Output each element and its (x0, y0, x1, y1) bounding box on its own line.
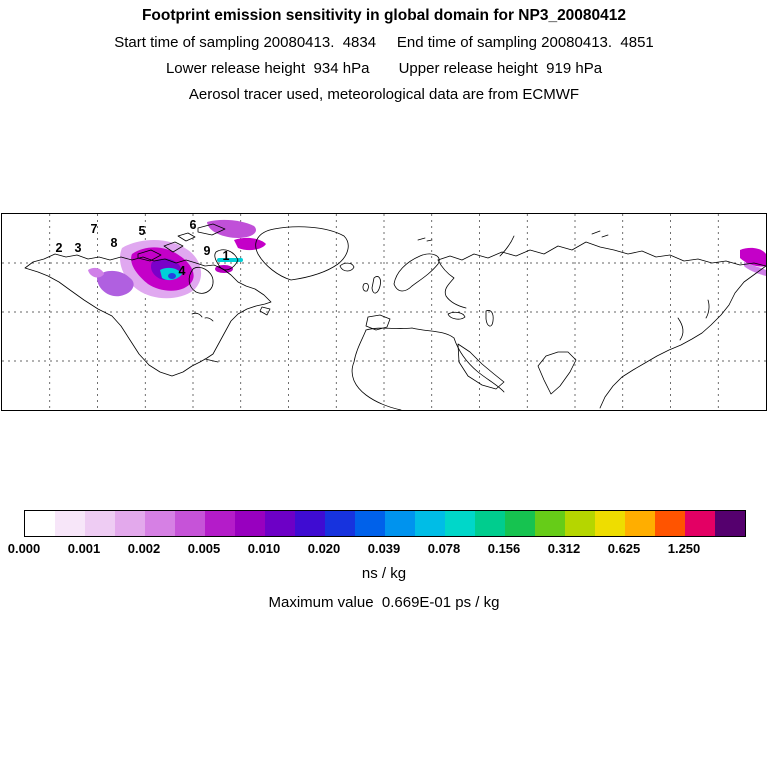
colorbar-tick-label: 0.020 (307, 541, 341, 556)
sampling-times-line: Start time of sampling 20080413. 4834 En… (114, 34, 654, 51)
coastline-ireland (362, 283, 369, 292)
coastline-japan (677, 317, 684, 341)
colorbar-segment (475, 511, 505, 536)
colorbar-segment (595, 511, 625, 536)
track-label: 3 (75, 241, 82, 255)
track-label: 8 (111, 236, 118, 250)
coastline-newfoundland (259, 306, 271, 316)
track-label: 7 (91, 222, 98, 236)
coastline-eurasia-east (599, 265, 766, 409)
sensitivity-patch (740, 247, 766, 267)
map-canvas: 2 37 5 6 8 9 1 4 (2, 214, 766, 410)
colorbar-segment (25, 511, 55, 536)
coastline-arabia (457, 343, 505, 390)
colorbar-segment (535, 511, 565, 536)
colorbar-segment (85, 511, 115, 536)
colorbar (24, 510, 746, 537)
coastline-ellesmere-island (197, 223, 226, 236)
coastline-india (537, 351, 577, 395)
coastline-hudson-bay (188, 266, 214, 294)
coastline-severnaya-zemlya (591, 230, 609, 238)
coastline-iberia (365, 314, 391, 331)
track-label: 2 (56, 241, 63, 255)
figure-title: Footprint emission sensitivity in global… (141, 7, 627, 24)
sensitivity-patch (217, 258, 243, 262)
colorbar-segment (145, 511, 175, 536)
sensitivity-patches (88, 219, 766, 299)
coastline-victoria-island (137, 249, 162, 262)
colorbar-segment (295, 511, 325, 536)
sensitivity-patch (207, 219, 257, 238)
colorbar-segment (625, 511, 655, 536)
colorbar-segment (115, 511, 145, 536)
colorbar-tick-label: 0.000 (7, 541, 41, 556)
colorbar-segment (445, 511, 475, 536)
colorbar-segment (205, 511, 235, 536)
coastline-eurasia-arctic (437, 241, 766, 267)
coastline-europe-inner (437, 259, 467, 309)
colorbar-segment (715, 511, 745, 536)
colorbar-tick-label: 1.250 (667, 541, 701, 556)
colorbar-segment (655, 511, 685, 536)
colorbar-segment (235, 511, 265, 536)
sensitivity-patch (96, 270, 134, 297)
coastline-banks-island (163, 241, 184, 253)
track-label: 1 (223, 249, 230, 263)
coastline-sakhalin (705, 299, 710, 319)
sensitivity-patch (88, 267, 104, 278)
coastline-caspian (485, 310, 494, 327)
coastline-north-america (24, 253, 272, 377)
colorbar-tick-label: 0.002 (127, 541, 161, 556)
track-label: 5 (139, 224, 146, 238)
colorbar-tick-labels: 0.000 0.001 0.002 0.005 0.010 0.020 0.039 0.078… (8, 541, 744, 557)
track-label: 4 (179, 264, 186, 278)
coastline-baffin-island (214, 249, 239, 271)
coastline-svalbard (417, 237, 433, 242)
coastline-great-lakes (191, 312, 214, 322)
colorbar-tick-label: 0.625 (607, 541, 641, 556)
colorbar-segment (175, 511, 205, 536)
track-label: 9 (204, 244, 211, 258)
coastline-cuba (204, 358, 219, 363)
colorbar-segment (385, 511, 415, 536)
sensitivity-patch (234, 237, 266, 251)
colorbar-segment (415, 511, 445, 536)
coastline-black-sea (447, 311, 466, 320)
sensitivity-patch (168, 273, 176, 279)
colorbar-tick-label: 0.001 (67, 541, 101, 556)
colorbar-segment (505, 511, 535, 536)
flight-track-labels: 2 37 5 6 8 9 1 4 (56, 218, 230, 278)
colorbar-segment (565, 511, 595, 536)
coastline-novaya-zemlya (499, 235, 515, 257)
sensitivity-patch (215, 265, 233, 273)
colorbar-segment (355, 511, 385, 536)
coastline-arctic-islet (177, 232, 196, 242)
colorbar-segment (265, 511, 295, 536)
coastline-mediterranean (365, 327, 455, 339)
colorbar-tick-label: 0.039 (367, 541, 401, 556)
coastline-uk (371, 276, 381, 294)
coastline-africa (351, 329, 505, 410)
coastline-scandinavia (393, 253, 440, 292)
colorbar-segment (685, 511, 715, 536)
sensitivity-patch (744, 262, 766, 276)
colorbar-segment (55, 511, 85, 536)
tracer-met-line: Aerosol tracer used, meteorological data… (188, 86, 580, 103)
colorbar-units-label: ns / kg (361, 565, 407, 582)
release-heights-line: Lower release height 934 hPa Upper relea… (165, 60, 603, 77)
track-label: 6 (190, 218, 197, 232)
max-value-label: Maximum value 0.669E-01 ps / kg (268, 594, 500, 611)
colorbar-tick-label: 0.010 (247, 541, 281, 556)
colorbar-segment (325, 511, 355, 536)
coastline-iceland (339, 262, 355, 272)
colorbar-tick-label: 0.312 (547, 541, 581, 556)
colorbar-tick-label: 0.005 (187, 541, 221, 556)
coastlines (24, 223, 766, 410)
colorbar-tick-label: 0.156 (487, 541, 521, 556)
colorbar-tick-label: 0.078 (427, 541, 461, 556)
coastline-greenland (255, 226, 349, 281)
